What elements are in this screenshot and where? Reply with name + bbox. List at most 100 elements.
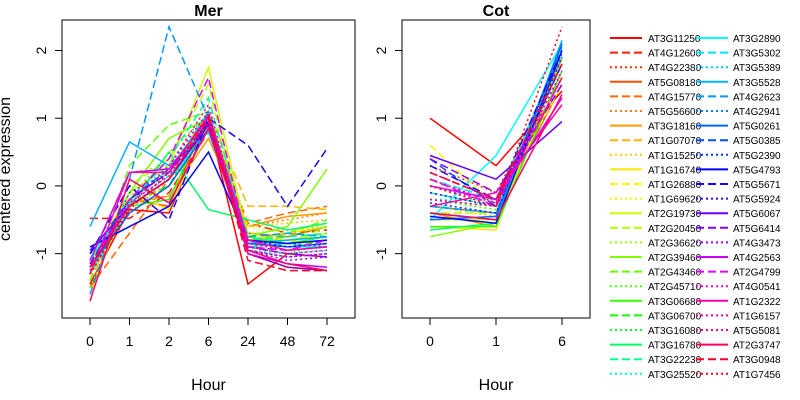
mer-series-lines — [89, 24, 328, 302]
legend-entry-label: AT1G07070 — [648, 136, 702, 147]
legend-entry-label: AT4G0541 — [733, 282, 781, 293]
legend-entry-label: AT5G6067 — [733, 209, 781, 220]
legend-entry-label: AT1G6157 — [733, 311, 781, 322]
cot-y-tick-label: 0 — [373, 182, 389, 190]
mer-y-axis-label: centered expression — [0, 97, 14, 241]
legend-entry-label: AT4G12600 — [648, 49, 702, 60]
cot-series-line — [429, 57, 563, 214]
legend: AT3G11250 AT4G12600 AT4G22380 AT5G08180 AT4G… — [610, 34, 781, 381]
cot-x-tick-label: 6 — [558, 333, 566, 349]
legend-entry-label: AT2G39460 — [648, 253, 702, 264]
mer-x-tick-label: 6 — [205, 333, 213, 349]
mer-x-tick-label: 2 — [165, 333, 173, 349]
cot-series-line — [429, 97, 563, 201]
cot-series-line — [429, 56, 563, 204]
mer-series-line — [89, 119, 328, 268]
mer-series-line — [89, 130, 328, 245]
legend-entry-label: AT5G6414 — [733, 224, 781, 235]
legend-entry-label: AT3G16780 — [648, 341, 702, 352]
cot-series-line — [429, 26, 563, 208]
legend-entry-label: AT2G19730 — [648, 209, 702, 220]
mer-series-line — [89, 120, 328, 275]
legend-entry-label: AT3G5302 — [733, 49, 781, 60]
cot-series-line — [429, 77, 563, 208]
cot-series-line — [429, 104, 563, 208]
legend-entry-label: AT5G2390 — [733, 151, 781, 162]
mer-series-line — [89, 113, 328, 275]
mer-x-tick-label: 48 — [280, 333, 296, 349]
legend-entry-label: AT5G5671 — [733, 180, 781, 191]
mer-series-line — [89, 113, 328, 275]
mer-x-tick-label: 72 — [319, 333, 335, 349]
legend-entry-label: AT3G0948 — [733, 355, 781, 366]
legend-entry-label: AT5G0261 — [733, 122, 781, 133]
mer-x-axis-label: Hour — [191, 377, 226, 394]
legend-entry-label: AT3G06680 — [648, 297, 702, 308]
legend-entry-label: AT4G22380 — [648, 63, 702, 74]
legend-entry-label: AT1G26880 — [648, 180, 702, 191]
legend-entry-label: AT4G15770 — [648, 92, 702, 103]
legend-entry-label: AT1G16740 — [648, 165, 702, 176]
legend-entry-label: AT4G2563 — [733, 253, 781, 264]
legend-entry-label: AT1G2322 — [733, 297, 781, 308]
mer-y-tick-label: -1 — [33, 247, 49, 260]
legend-entry-label: AT3G2890 — [733, 34, 781, 45]
cot-x-tick-label: 0 — [426, 333, 434, 349]
mer-y-tick-label: 1 — [33, 114, 49, 122]
cot-series-line — [429, 63, 563, 211]
cot-series-line — [429, 94, 563, 221]
legend-entry-label: AT5G08180 — [648, 78, 702, 89]
cot-series-line — [429, 63, 563, 208]
legend-entry-label: AT2G43460 — [648, 268, 702, 279]
legend-entry-label: AT3G5528 — [733, 78, 781, 89]
mer-panel: Mer Hour centered expression 0 1 2 6 24 48 72 -… — [0, 3, 356, 394]
mer-series-line — [89, 126, 328, 302]
cot-title: Cot — [483, 3, 510, 20]
cot-series-lines — [429, 26, 563, 238]
legend-entry-label: AT3G06700 — [648, 311, 702, 322]
mer-series-line — [89, 116, 327, 272]
legend-entry-label: AT5G56600 — [648, 107, 702, 118]
legend-entry-label: AT5G5924 — [733, 195, 781, 206]
legend-entry-label: AT2G45710 — [648, 282, 702, 293]
cot-series-line — [430, 70, 563, 228]
legend-entry-label: AT3G11250 — [648, 34, 701, 45]
cot-y-tick-label: -1 — [373, 247, 389, 260]
legend-entry-label: AT4G3473 — [733, 238, 781, 249]
legend-entry-label: AT3G25520 — [648, 370, 702, 381]
legend-entry-label: AT5G5081 — [733, 326, 781, 337]
mer-x-tick-label: 0 — [86, 333, 94, 349]
mer-axes: 0 1 2 6 24 48 72 -1 0 1 2 — [33, 46, 335, 349]
legend-entry-label: AT4G2941 — [733, 107, 781, 118]
cot-series-line — [429, 121, 563, 181]
legend-entry-label: AT3G18160 — [648, 122, 702, 133]
legend-entry-label: AT1G15250 — [648, 151, 702, 162]
mer-series-line — [89, 150, 328, 248]
legend-entry-label: AT3G22230 — [648, 355, 702, 366]
mer-series-line — [89, 117, 328, 255]
cot-series-line — [429, 70, 563, 204]
legend-entry-label: AT1G7456 — [733, 370, 781, 381]
cot-x-tick-label: 1 — [492, 333, 500, 349]
cot-y-tick-label: 1 — [373, 114, 389, 122]
legend-entry-label: AT2G36620 — [648, 238, 702, 249]
legend-entry-label: AT2G4799 — [733, 268, 781, 279]
legend-entry-label: AT3G5389 — [733, 63, 781, 74]
legend-entry-label: AT2G20450 — [648, 224, 702, 235]
cot-series-line — [429, 63, 563, 201]
cot-series-line — [429, 43, 563, 221]
legend-entry-label: AT4G2623 — [733, 92, 781, 103]
legend-entry-label: AT2G3747 — [733, 341, 781, 352]
mer-x-tick-label: 1 — [126, 333, 134, 349]
mer-y-tick-label: 0 — [33, 182, 49, 190]
legend-entry-label: AT1G69620 — [648, 195, 702, 206]
legend-entry-label: AT5G0385 — [733, 136, 781, 147]
mer-title: Mer — [194, 3, 222, 20]
mer-x-tick-label: 24 — [240, 333, 256, 349]
cot-y-tick-label: 2 — [373, 46, 389, 54]
mer-series-line — [89, 130, 328, 268]
cot-axes: 0 1 6 -1 0 1 2 — [373, 46, 566, 349]
mer-series-line — [89, 123, 328, 268]
cot-x-axis-label: Hour — [479, 377, 514, 394]
